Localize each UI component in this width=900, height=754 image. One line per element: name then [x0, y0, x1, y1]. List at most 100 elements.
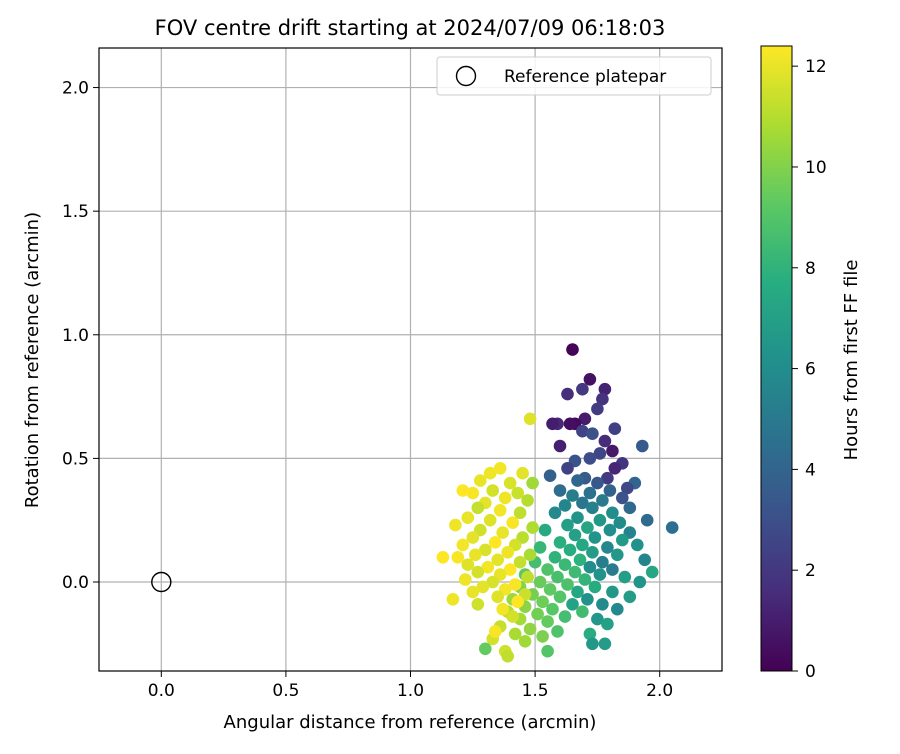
data-point — [486, 484, 500, 497]
data-point — [541, 644, 554, 658]
data-point — [546, 602, 559, 616]
data-point — [543, 469, 557, 483]
data-point — [493, 504, 507, 517]
data-point — [621, 481, 634, 495]
data-point — [583, 627, 597, 641]
data-point — [523, 622, 537, 636]
data-point — [601, 617, 614, 631]
data-point — [601, 471, 614, 485]
y-tick-label: 2.0 — [62, 79, 89, 99]
data-point — [638, 553, 651, 567]
data-point — [583, 560, 597, 574]
y-tick-label: 1.5 — [62, 202, 89, 222]
data-point — [583, 486, 597, 500]
data-point — [623, 590, 637, 604]
colorbar-label: Hours from first FF file — [841, 260, 862, 461]
colorbar-tick-label: 10 — [805, 158, 827, 178]
data-point — [491, 590, 505, 604]
legend-box — [436, 56, 712, 96]
data-point — [561, 387, 574, 401]
data-point — [561, 518, 574, 532]
data-point — [546, 417, 559, 431]
x-tick-label: 1.5 — [522, 681, 549, 701]
data-point — [616, 533, 629, 547]
data-point — [436, 551, 450, 564]
data-point — [471, 565, 485, 579]
data-point — [543, 583, 557, 596]
data-point — [576, 538, 589, 552]
data-point — [633, 575, 647, 589]
reference-point — [151, 571, 172, 593]
data-point — [568, 565, 582, 579]
data-point — [566, 489, 579, 502]
data-point — [476, 580, 490, 594]
data-point — [631, 538, 644, 552]
data-point — [488, 625, 502, 638]
data-point — [511, 595, 524, 609]
data-point — [618, 570, 632, 584]
data-point — [486, 575, 500, 589]
data-point — [586, 501, 599, 515]
data-point — [578, 412, 592, 426]
data-point — [451, 551, 465, 564]
data-point — [608, 422, 622, 436]
y-axis-ticks: 0.0 0.5 1.0 1.5 2.0 — [62, 79, 99, 593]
data-point — [503, 563, 517, 576]
data-point — [471, 501, 485, 515]
data-point — [606, 585, 619, 599]
colorbar-tick-label: 12 — [805, 57, 827, 77]
data-point — [561, 578, 574, 591]
data-point — [491, 553, 505, 567]
data-point — [576, 424, 589, 438]
data-point — [446, 593, 460, 606]
data-point — [456, 538, 470, 552]
data-point — [548, 551, 562, 564]
data-point — [563, 543, 577, 557]
x-tick-label: 2.0 — [646, 681, 673, 701]
data-point — [513, 555, 527, 569]
data-point — [603, 484, 617, 497]
data-point — [466, 486, 480, 500]
data-point — [576, 382, 589, 396]
data-point — [456, 484, 470, 497]
data-point — [573, 553, 587, 567]
data-point — [483, 466, 497, 480]
data-point — [608, 462, 622, 475]
data-point — [596, 598, 609, 611]
data-point — [533, 575, 547, 589]
data-point — [518, 635, 532, 648]
data-point — [488, 536, 502, 549]
legend-marker-icon — [455, 65, 477, 87]
data-point — [563, 417, 577, 431]
data-point — [583, 452, 597, 465]
data-point — [588, 580, 602, 594]
legend: Reference platepar — [436, 56, 712, 96]
colorbar-ticks: 0 2 4 6 8 10 12 — [792, 57, 827, 682]
data-point — [596, 392, 609, 406]
colorbar-tick-label: 6 — [805, 360, 816, 380]
data-point — [588, 531, 602, 544]
data-point — [566, 343, 579, 356]
y-tick-label: 1.0 — [62, 326, 89, 346]
data-point — [591, 476, 604, 490]
data-point — [593, 568, 607, 581]
data-points — [436, 343, 679, 663]
data-point — [548, 506, 562, 520]
data-point — [636, 439, 649, 453]
data-point — [640, 513, 654, 527]
colorbar-tick-label: 4 — [805, 460, 816, 480]
data-point — [591, 402, 604, 416]
data-point — [538, 523, 552, 537]
data-point — [501, 546, 514, 559]
data-point — [493, 462, 507, 475]
data-point — [466, 585, 480, 599]
data-point — [551, 625, 564, 638]
data-point — [623, 501, 637, 515]
y-axis-label: Rotation from reference (arcmin) — [22, 212, 43, 508]
data-point — [576, 496, 589, 510]
data-point — [583, 373, 597, 386]
data-point — [553, 590, 567, 604]
data-point — [479, 543, 492, 557]
data-point — [586, 637, 599, 651]
data-point — [571, 585, 584, 599]
